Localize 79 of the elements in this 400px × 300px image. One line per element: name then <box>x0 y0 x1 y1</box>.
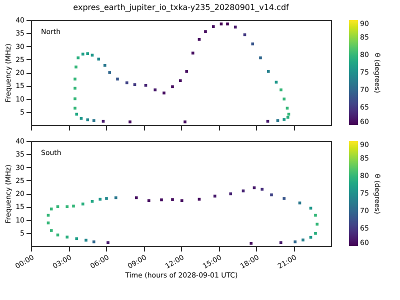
point <box>97 58 100 61</box>
point <box>220 22 223 26</box>
point <box>84 238 88 242</box>
point <box>294 240 297 244</box>
point <box>50 229 53 232</box>
point <box>86 52 90 56</box>
point <box>92 240 96 244</box>
point <box>128 120 132 124</box>
point <box>66 236 69 238</box>
point <box>178 79 182 82</box>
point <box>76 56 80 60</box>
point <box>74 66 78 68</box>
point <box>133 83 136 86</box>
point <box>81 52 84 56</box>
point <box>103 64 106 67</box>
point <box>314 214 317 217</box>
point <box>144 84 148 87</box>
point <box>260 188 264 191</box>
point <box>74 106 76 110</box>
point <box>108 71 112 74</box>
point <box>162 92 166 94</box>
point <box>279 241 282 244</box>
point <box>106 241 110 244</box>
point <box>72 204 75 208</box>
point <box>282 118 286 121</box>
point <box>105 197 108 200</box>
point <box>298 202 302 204</box>
point <box>75 237 78 240</box>
point <box>286 116 290 119</box>
point <box>270 193 273 196</box>
point <box>46 221 50 224</box>
point <box>259 56 262 60</box>
point <box>74 78 76 80</box>
point <box>171 198 174 201</box>
point <box>251 42 254 46</box>
point <box>282 98 286 100</box>
point <box>98 198 102 201</box>
point <box>198 38 201 41</box>
point <box>184 120 186 124</box>
point <box>250 242 253 245</box>
point <box>171 85 174 88</box>
chart-title: expres_earth_jupiter_io_txka-y235_20280901_v14.cdf <box>73 3 290 12</box>
point <box>74 86 76 90</box>
point <box>302 238 304 242</box>
point <box>74 97 76 100</box>
point <box>114 196 118 200</box>
point <box>180 199 184 202</box>
point <box>276 119 280 122</box>
point <box>242 189 245 192</box>
point <box>234 26 237 28</box>
point <box>229 192 232 196</box>
point <box>116 78 119 80</box>
point <box>316 222 319 226</box>
point <box>213 194 216 198</box>
point <box>134 196 138 200</box>
point <box>309 236 312 239</box>
point <box>90 200 94 203</box>
point <box>154 88 157 92</box>
point <box>282 197 286 200</box>
point <box>50 208 53 210</box>
point <box>226 22 229 26</box>
point <box>147 199 150 202</box>
point <box>125 81 128 84</box>
point <box>185 70 188 73</box>
point <box>191 52 194 54</box>
point <box>92 119 96 122</box>
point <box>75 112 78 116</box>
point <box>280 88 282 92</box>
point <box>212 25 215 28</box>
point <box>56 234 60 236</box>
point <box>81 202 84 206</box>
point <box>86 118 90 122</box>
point <box>266 70 270 73</box>
point <box>66 205 69 208</box>
point <box>80 117 83 120</box>
point <box>160 198 163 202</box>
point <box>56 205 60 208</box>
point <box>314 232 317 235</box>
point <box>204 30 207 33</box>
